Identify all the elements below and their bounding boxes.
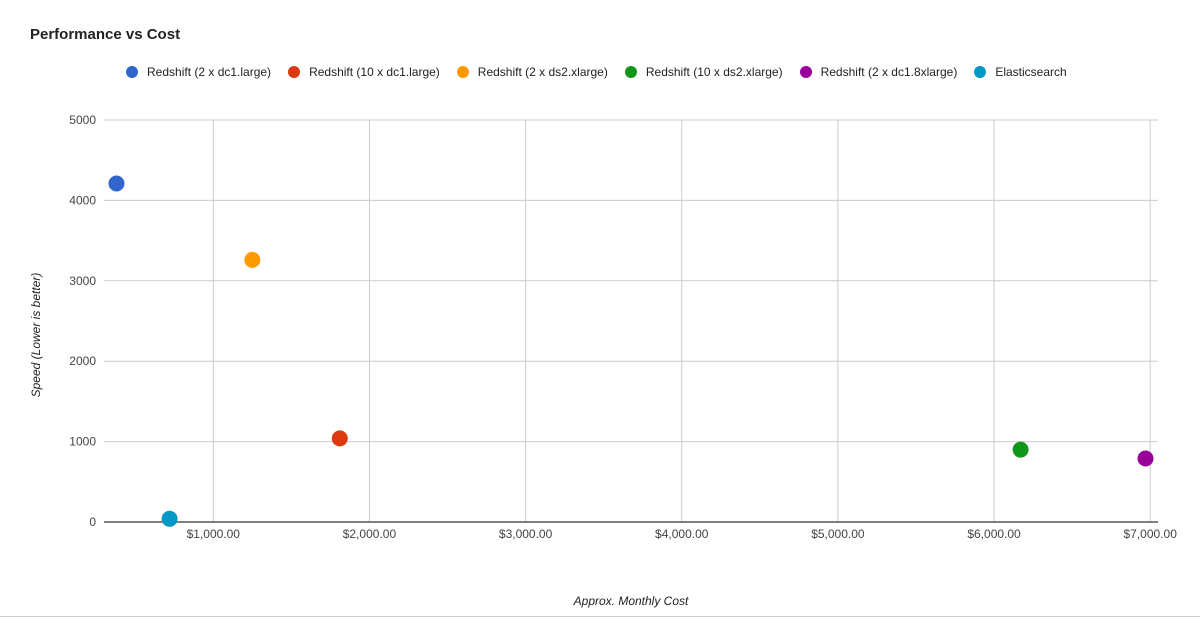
x-tick-label: $7,000.00 (1123, 527, 1177, 541)
legend-item: Redshift (2 x dc1.large) (126, 65, 271, 79)
legend-label: Redshift (2 x ds2.xlarge) (477, 65, 608, 79)
legend-label: Redshift (10 x dc1.large) (309, 65, 440, 79)
data-point (108, 175, 125, 192)
legend-item: Redshift (2 x dc1.8xlarge) (799, 65, 958, 79)
x-tick-label: $6,000.00 (967, 527, 1021, 541)
legend-label: Redshift (2 x dc1.8xlarge) (820, 65, 958, 79)
y-tick-label: 2000 (69, 354, 96, 368)
legend-label: Redshift (2 x dc1.large) (147, 65, 272, 79)
x-tick-label: $4,000.00 (655, 527, 709, 541)
legend-swatch (126, 66, 138, 78)
y-tick-label: 5000 (69, 113, 96, 127)
legend-item: Elasticsearch (974, 65, 1067, 79)
legend: Redshift (2 x dc1.large) Redshift (10 x d… (126, 63, 1084, 81)
legend-swatch (288, 66, 301, 78)
data-point (244, 251, 261, 268)
data-point (1012, 441, 1029, 458)
x-tick-label: $2,000.00 (343, 527, 397, 541)
chart-title: Performance vs Cost (30, 26, 181, 43)
x-tick-label: $1,000.00 (187, 527, 241, 541)
data-point (1137, 450, 1154, 467)
y-axis-title: Speed (Lower is better) (29, 272, 43, 398)
y-tick-label: 0 (89, 515, 96, 529)
legend-item: Redshift (10 x ds2.xlarge) (624, 65, 783, 79)
x-axis-title: Approx. Monthly Cost (573, 594, 689, 608)
legend-swatch (456, 66, 469, 78)
legend-swatch (974, 66, 987, 78)
data-point (331, 430, 348, 447)
legend-label: Elasticsearch (995, 65, 1067, 79)
legend-item: Redshift (2 x ds2.xlarge) (456, 65, 608, 79)
x-tick-label: $5,000.00 (811, 527, 865, 541)
legend-label: Redshift (10 x ds2.xlarge) (645, 65, 783, 79)
y-tick-label: 4000 (69, 193, 96, 207)
y-tick-label: 3000 (69, 274, 96, 288)
y-tick-label: 1000 (69, 435, 96, 449)
legend-item: Redshift (10 x dc1.large) (288, 65, 440, 79)
data-point (161, 510, 178, 527)
x-tick-label: $3,000.00 (499, 527, 553, 541)
legend-swatch (624, 66, 637, 78)
legend-swatch (799, 66, 812, 78)
